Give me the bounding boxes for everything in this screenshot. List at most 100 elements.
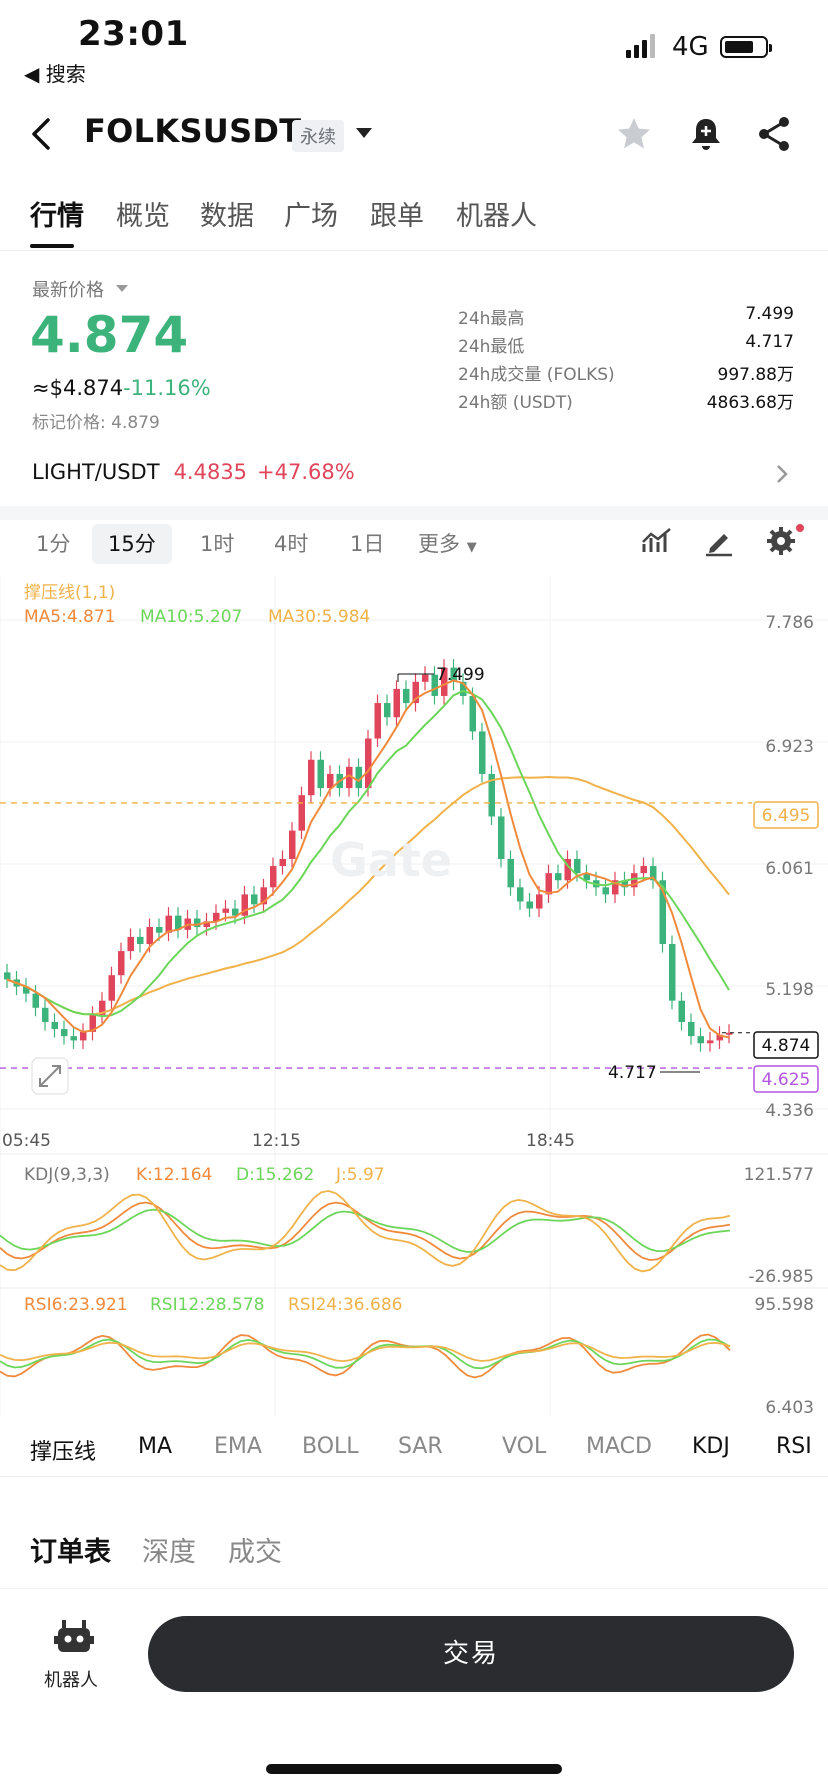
draw-pen-icon[interactable]	[702, 524, 736, 558]
interval-more-label: 更多	[418, 532, 460, 556]
indicator-kdj[interactable]: KDJ	[692, 1434, 730, 1459]
candle	[118, 951, 125, 976]
x-tick: 12:15	[252, 1131, 301, 1151]
candle	[393, 688, 400, 718]
kdj-j-line	[0, 1189, 731, 1273]
candle	[346, 766, 353, 789]
indicator-title: 撑压线(1,1)	[24, 583, 115, 603]
tab-market[interactable]: 行情	[30, 201, 84, 232]
expand-chart-icon[interactable]	[31, 1057, 69, 1095]
trade-button[interactable]: 交易	[148, 1616, 794, 1692]
stat-value: 7.499	[745, 304, 794, 324]
candle	[555, 873, 562, 881]
candle	[365, 738, 372, 789]
indicator-ema[interactable]: EMA	[214, 1434, 262, 1459]
candle	[203, 921, 210, 928]
stat-value: 4863.68万	[706, 393, 794, 413]
candle	[127, 936, 134, 952]
stat-row: 24h最低 4.717	[458, 332, 794, 358]
rsi6-line	[0, 1333, 731, 1379]
ma30-legend: MA30:5.984	[268, 607, 370, 627]
kdj-k: K:12.164	[136, 1165, 212, 1185]
tab-depth[interactable]: 深度	[142, 1537, 196, 1568]
related-pair-change: +47.68%	[257, 460, 355, 484]
support-tag	[753, 1065, 819, 1093]
last-price: 4.874	[30, 306, 189, 364]
current-price: 4.874	[762, 1036, 811, 1056]
back-to-search-link[interactable]: ◀ 搜索	[24, 62, 86, 86]
indicator-chart-icon[interactable]	[640, 524, 674, 558]
robot-label[interactable]: 机器人	[44, 1670, 98, 1691]
candle	[678, 1000, 685, 1022]
indicator-ma[interactable]: MA	[138, 1434, 173, 1459]
candle	[431, 674, 438, 696]
candle	[260, 887, 267, 905]
indicator-macd[interactable]: MACD	[586, 1434, 652, 1459]
candle	[526, 901, 533, 909]
rsi-tick: 95.598	[755, 1295, 814, 1315]
robot-icon[interactable]	[54, 1618, 94, 1658]
share-icon[interactable]	[756, 114, 792, 154]
interval-1h[interactable]: 1时	[200, 532, 235, 556]
candle	[384, 703, 391, 718]
kdj-d-line	[0, 1208, 731, 1253]
interval-more[interactable]: 更多 ▼	[418, 524, 477, 564]
chart-settings-gear-icon[interactable]	[764, 524, 798, 558]
interval-1m[interactable]: 1分	[36, 532, 71, 556]
y-tick: 6.923	[765, 737, 814, 757]
favorite-star-icon[interactable]	[614, 114, 654, 154]
tab-order-book[interactable]: 订单表	[30, 1537, 111, 1568]
related-pair-banner[interactable]: LIGHT/USDT 4.4835 +47.68%	[32, 460, 355, 484]
candle	[726, 1032, 733, 1035]
y-tick: 4.336	[765, 1101, 814, 1121]
candle	[602, 887, 609, 895]
tab-overview[interactable]: 概览	[116, 201, 170, 232]
rsi-tick: 6.403	[765, 1398, 814, 1416]
indicator-rsi[interactable]: RSI	[776, 1434, 812, 1459]
interval-1d[interactable]: 1日	[350, 532, 385, 556]
ma10-legend: MA10:5.207	[140, 607, 242, 627]
candle	[583, 873, 590, 881]
candle	[517, 887, 524, 902]
interval-4h[interactable]: 4时	[274, 532, 309, 556]
chevron-right-icon[interactable]	[776, 464, 788, 484]
y-tick: 7.786	[765, 613, 814, 633]
indicator-vol[interactable]: VOL	[502, 1434, 547, 1459]
indicator-support-resistance[interactable]: 撑压线	[30, 1440, 97, 1465]
candles	[4, 659, 733, 1052]
candle	[707, 1040, 714, 1044]
interval-15m[interactable]: 15分	[92, 524, 172, 564]
candle	[175, 915, 182, 930]
pair-title[interactable]: FOLKSUSDT	[84, 112, 302, 150]
indicator-sar[interactable]: SAR	[398, 1434, 443, 1459]
candle	[403, 688, 410, 704]
candle	[697, 1036, 704, 1044]
tab-data[interactable]: 数据	[200, 201, 254, 232]
candle	[450, 667, 457, 682]
price-chart[interactable]: 撑压线(1,1) MA5:4.871 MA10:5.207 MA30:5.984…	[0, 576, 828, 1416]
network-type: 4G	[672, 32, 709, 62]
price-type-dropdown-icon[interactable]	[116, 285, 128, 292]
tab-trades[interactable]: 成交	[228, 1537, 282, 1568]
back-arrow-icon[interactable]	[28, 116, 56, 152]
candle	[4, 972, 11, 980]
candle	[23, 986, 30, 994]
kdj-d: D:15.262	[236, 1165, 314, 1185]
candle	[441, 667, 448, 696]
price-alert-bell-icon[interactable]	[686, 114, 726, 154]
candle	[460, 681, 467, 696]
gate-watermark: Gate	[330, 833, 452, 887]
candle	[51, 1021, 58, 1030]
candle	[165, 915, 172, 933]
candle	[536, 894, 543, 909]
pair-dropdown-icon[interactable]	[356, 128, 372, 138]
oscillator-lines	[0, 1189, 731, 1379]
last-price-label[interactable]: 最新价格	[32, 280, 104, 301]
candle	[279, 858, 286, 867]
indicator-boll[interactable]: BOLL	[302, 1434, 359, 1459]
rsi24-line	[0, 1341, 731, 1363]
candle	[270, 866, 277, 888]
tab-bot[interactable]: 机器人	[456, 201, 537, 232]
tab-copy-trade[interactable]: 跟单	[370, 201, 424, 232]
tab-square[interactable]: 广场	[284, 201, 338, 232]
